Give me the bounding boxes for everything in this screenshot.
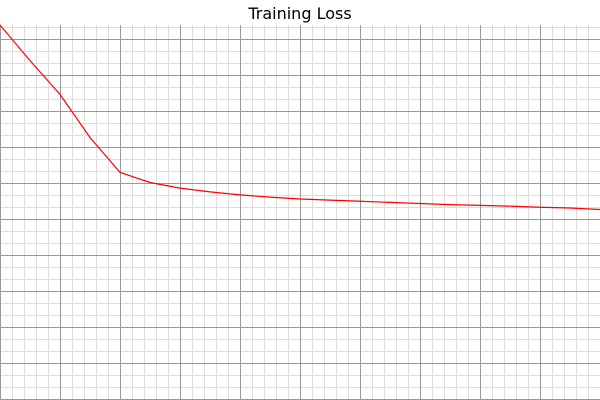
chart-title: Training Loss (248, 4, 352, 23)
major-grid (0, 25, 600, 400)
series-line-0 (0, 24, 600, 211)
series-layer (0, 24, 600, 211)
